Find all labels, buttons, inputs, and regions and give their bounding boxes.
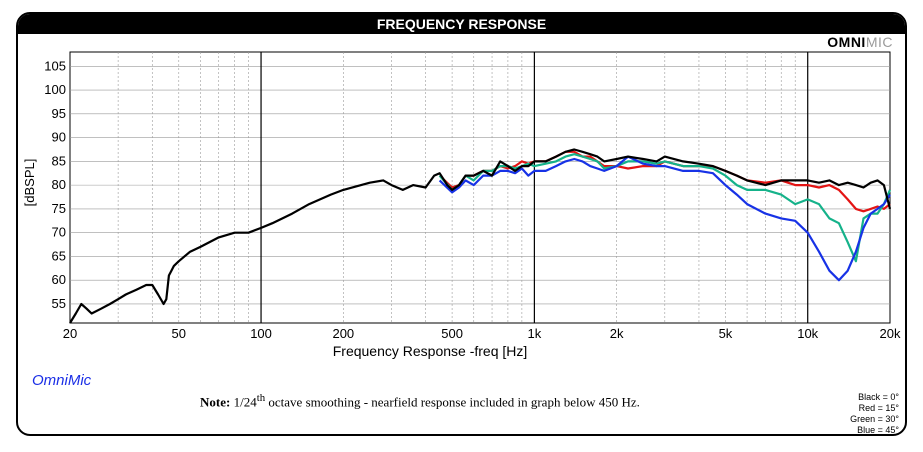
brand-part1: OMNI [827, 34, 866, 50]
x-tick-label: 2k [610, 326, 624, 341]
x-tick-label: 10k [797, 326, 818, 341]
chart-title: FREQUENCY RESPONSE [18, 14, 905, 34]
omnimic-label: OmniMic [32, 372, 92, 389]
y-tick-label: 95 [52, 106, 66, 121]
legend-entry-green: Green = 30° [850, 414, 899, 424]
x-tick-label: 50 [172, 326, 186, 341]
y-tick-label: 65 [52, 248, 66, 263]
y-tick-label: 55 [52, 296, 66, 311]
y-tick-label: 105 [44, 58, 66, 73]
x-tick-label: 500 [441, 326, 463, 341]
x-tick-label: 100 [250, 326, 272, 341]
y-axis-label: [dBSPL] [22, 159, 37, 207]
x-tick-label: 5k [719, 326, 733, 341]
y-tick-label: 75 [52, 201, 66, 216]
x-tick-label: 20 [63, 326, 77, 341]
legend-entry-blue: Blue = 45° [857, 425, 899, 435]
x-tick-label: 1k [528, 326, 542, 341]
legend-entry-black: Black = 0° [858, 392, 899, 402]
note-label: Note: [200, 394, 231, 410]
legend-entry-red: Red = 15° [858, 403, 899, 413]
series-line-black [69, 148, 892, 324]
y-tick-label: 70 [52, 225, 66, 240]
series-line-red [438, 150, 891, 213]
note-prefix: 1/24 [233, 394, 257, 410]
y-tick-label: 80 [52, 177, 66, 192]
y-tick-label: 100 [44, 82, 66, 97]
brand-logo: OMNIMIC [827, 34, 893, 50]
y-tick-label: 85 [52, 153, 66, 168]
series-line-blue [438, 155, 891, 282]
note-text: Note: 1/24th octave smoothing - nearfiel… [200, 392, 640, 410]
legend-key: Black = 0° Red = 15° Green = 30° Blue = … [850, 392, 899, 435]
series-line-green [438, 153, 892, 263]
brand-part2: MIC [865, 34, 893, 50]
note-body: octave smoothing - nearfield response in… [265, 394, 640, 410]
x-axis-label: Frequency Response -freq [Hz] [333, 343, 528, 359]
x-tick-label: 20k [880, 326, 901, 341]
x-tick-label: 200 [332, 326, 354, 341]
y-tick-label: 90 [52, 130, 66, 145]
note-sup: th [256, 392, 266, 404]
plot-area [69, 51, 891, 324]
y-tick-label: 60 [52, 272, 66, 287]
